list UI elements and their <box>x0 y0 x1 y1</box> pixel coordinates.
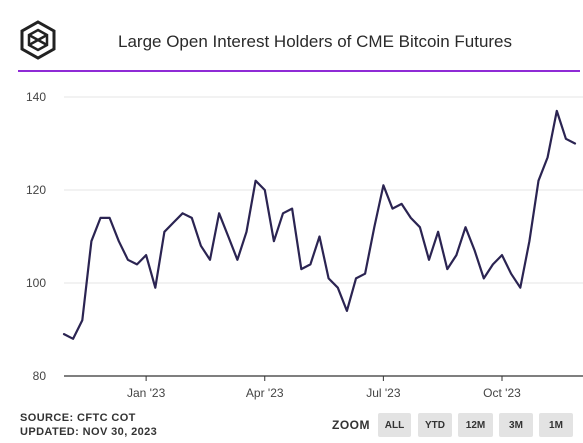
zoom-12m-button[interactable]: 12M <box>458 413 493 437</box>
title-divider <box>18 70 580 72</box>
y-tick-label: 100 <box>26 276 46 290</box>
zoom-3m-button[interactable]: 3M <box>499 413 533 437</box>
updated-text: UPDATED: NOV 30, 2023 <box>20 426 158 438</box>
y-tick-label: 80 <box>33 369 47 383</box>
zoom-label: ZOOM <box>332 418 370 432</box>
line-chart: 80 100 120 140 Jan '23 Apr '23 Jul '23 Oct '23 <box>26 90 583 400</box>
y-tick-label: 140 <box>26 90 46 104</box>
x-tick-label: Jul '23 <box>366 386 401 400</box>
zoom-all-button[interactable]: ALL <box>378 413 411 437</box>
source-text: SOURCE: CFTC COT <box>20 412 136 424</box>
x-tick-label: Apr '23 <box>246 386 284 400</box>
x-tick-label: Oct '23 <box>483 386 521 400</box>
x-tick-label: Jan '23 <box>127 386 166 400</box>
zoom-1m-button[interactable]: 1M <box>539 413 573 437</box>
cube-logo-icon <box>20 20 56 60</box>
footer-info: SOURCE: CFTC COT UPDATED: NOV 30, 2023 <box>20 411 157 439</box>
series-line <box>62 109 577 340</box>
chart-title: Large Open Interest Holders of CME Bitco… <box>118 32 513 51</box>
y-tick-label: 120 <box>26 183 46 197</box>
zoom-ytd-button[interactable]: YTD <box>418 413 452 437</box>
